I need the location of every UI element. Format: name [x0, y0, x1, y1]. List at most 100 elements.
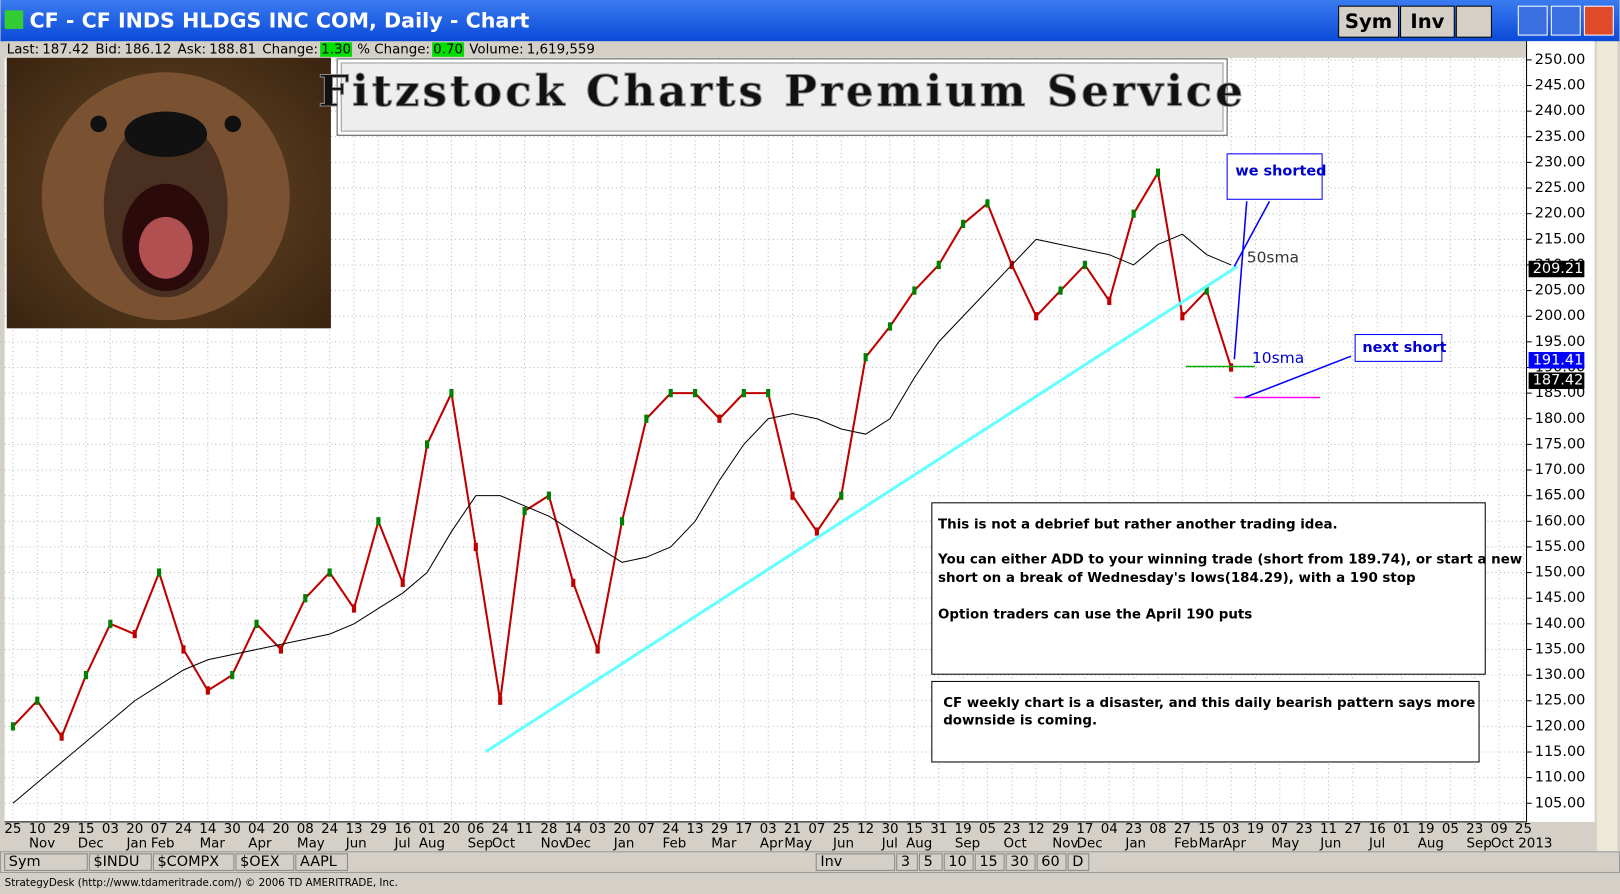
x-month-label: Dec	[1077, 837, 1103, 852]
x-month-label: Jun	[1319, 837, 1341, 852]
x-month-label: Sep	[468, 837, 493, 852]
price-bar	[1229, 363, 1234, 372]
sym-button[interactable]	[1338, 5, 1400, 38]
bear-eye	[224, 115, 242, 133]
price-bar	[912, 286, 917, 295]
toolbar-button[interactable]	[1067, 853, 1090, 871]
x-month-label: Dec	[78, 837, 104, 852]
app-icon	[4, 10, 24, 29]
y-tick-label: 120.00	[1535, 718, 1586, 734]
x-tick-label: 17	[735, 822, 752, 837]
toolbar-button[interactable]	[815, 853, 896, 871]
y-tick-label: 175.00	[1535, 436, 1586, 452]
x-month-label: May	[784, 837, 812, 852]
x-month-label: May	[1272, 837, 1300, 852]
note-text: short on a break of Wednesday's lows(184…	[938, 571, 1416, 586]
price-bar	[961, 219, 966, 229]
price-bar	[205, 686, 210, 695]
y-tick-label: 115.00	[1535, 744, 1586, 760]
toolbar-label[interactable]: Inv	[820, 854, 842, 870]
x-tick-label: 29	[53, 822, 70, 837]
toolbar-label[interactable]: D	[1072, 854, 1083, 870]
toolbar-label[interactable]: $OEX	[240, 854, 280, 870]
x-tick-label: 29	[1052, 822, 1069, 837]
x-month-label: Apr	[1223, 837, 1247, 852]
toolbar-label[interactable]: 60	[1041, 854, 1059, 870]
x-tick-label: 15	[906, 822, 923, 837]
note-text: downside is coming.	[943, 714, 1097, 729]
toolbar-label[interactable]: 10	[948, 854, 966, 870]
toolbar-button[interactable]	[918, 853, 943, 871]
price-bar	[181, 645, 186, 654]
toolbar-button[interactable]	[943, 853, 974, 871]
restore-chart-button[interactable]	[1455, 5, 1492, 38]
toolbar-button[interactable]	[295, 853, 348, 871]
toolbar-label[interactable]: 15	[979, 854, 997, 870]
inv-button-label[interactable]: Inv	[1410, 10, 1444, 33]
x-tick-label: 03	[760, 822, 777, 837]
toolbar-button[interactable]	[4, 853, 88, 871]
y-tick-label: 200.00	[1535, 308, 1586, 324]
toolbar-button[interactable]	[1036, 853, 1067, 871]
y-tick-label: 180.00	[1535, 411, 1586, 427]
minimize-button[interactable]	[1517, 5, 1548, 36]
y-tick-label: 205.00	[1535, 283, 1586, 299]
x-month-label: Jul	[881, 837, 898, 852]
quote-label: Volume:	[469, 43, 523, 58]
toolbar-label[interactable]: Sym	[9, 854, 41, 870]
toolbar-button[interactable]	[152, 853, 235, 871]
x-tick-label: 23	[1296, 822, 1313, 837]
y-tick-label: 150.00	[1535, 565, 1586, 581]
toolbar-label[interactable]: 30	[1010, 854, 1028, 870]
maximize-button[interactable]	[1550, 5, 1581, 36]
x-tick-label: 23	[1125, 822, 1142, 837]
status-text: StrategyDesk (http://www.tdameritrade.co…	[5, 877, 398, 889]
quote-label: Ask:	[178, 43, 206, 58]
scrollbar[interactable]	[1596, 41, 1618, 868]
y-tick-label: 125.00	[1535, 693, 1586, 709]
x-month-label: Nov	[1052, 837, 1078, 852]
toolbar-label[interactable]: $INDU	[93, 854, 139, 870]
price-tag	[1528, 372, 1585, 389]
trendline	[484, 265, 1239, 753]
x-tick-label: 07	[1271, 822, 1288, 837]
close-button[interactable]	[1583, 5, 1614, 36]
x-month-label: Jun	[345, 837, 367, 852]
toolbar-button[interactable]	[88, 853, 152, 871]
x-tick-label: 06	[467, 822, 484, 837]
bear-nose	[124, 111, 208, 157]
x-tick-label: 07	[638, 822, 655, 837]
x-tick-label: 07	[808, 822, 825, 837]
x-month-label: Jan	[613, 837, 635, 852]
x-tick-label: 25	[833, 822, 850, 837]
x-tick-label: 10	[29, 822, 46, 837]
price-bar	[619, 517, 625, 526]
price-bar	[351, 604, 357, 613]
price-tag	[1528, 260, 1585, 278]
y-tick-label: 170.00	[1535, 462, 1586, 478]
price-axis	[1526, 41, 1595, 822]
toolbar-label[interactable]: $COMPX	[157, 854, 219, 870]
toolbar-label[interactable]: AAPL	[300, 854, 337, 870]
x-month-label: Mar	[200, 837, 226, 852]
toolbar-button[interactable]	[1005, 853, 1036, 871]
price-tag-label: 191.41	[1533, 352, 1584, 368]
toolbar-label[interactable]: 5	[924, 854, 933, 870]
y-tick-label: 135.00	[1535, 641, 1586, 657]
x-tick-label: 28	[540, 822, 557, 837]
sym-button-label[interactable]: Sym	[1345, 10, 1392, 33]
toolbar-label[interactable]: 3	[901, 854, 910, 870]
note-box	[931, 680, 1480, 763]
price-bar	[766, 388, 771, 398]
quote-value: 1.30	[321, 43, 351, 58]
price-bar	[1204, 286, 1209, 295]
inv-button[interactable]	[1400, 5, 1455, 38]
price-bar	[278, 645, 283, 654]
toolbar-button[interactable]	[974, 853, 1005, 871]
x-tick-label: 15	[1198, 822, 1215, 837]
price-bar	[449, 388, 454, 398]
toolbar-button[interactable]	[896, 853, 918, 871]
toolbar-button[interactable]	[235, 853, 295, 871]
price-bar	[425, 440, 430, 449]
y-tick-label: 145.00	[1535, 590, 1586, 606]
